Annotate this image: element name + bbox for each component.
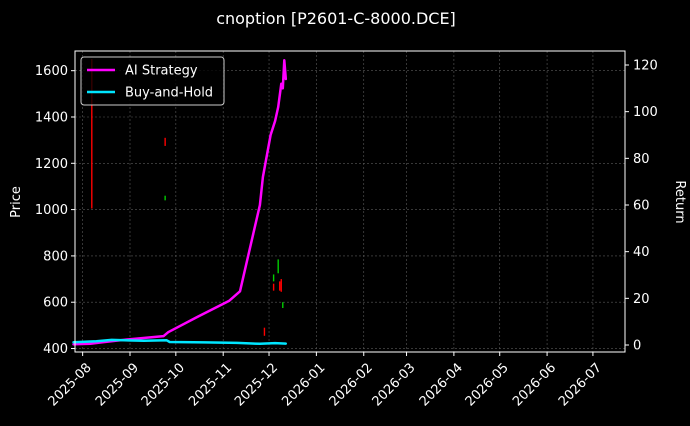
y-tick-label-left: 600 xyxy=(43,296,68,311)
series-line-buy-and-hold xyxy=(72,338,288,346)
legend-label: AI Strategy xyxy=(125,64,198,79)
y-tick-label-right: 120 xyxy=(633,59,658,74)
y-tick-label-left: 400 xyxy=(43,342,68,357)
y-tick-label-right: 80 xyxy=(633,152,650,167)
y-tick-label-left: 1400 xyxy=(35,110,68,125)
y-tick-label-left: 800 xyxy=(43,249,68,264)
series-group xyxy=(72,59,288,346)
plot-frame xyxy=(74,50,626,353)
legend-box xyxy=(80,56,225,106)
y-tick-label-left: 1200 xyxy=(35,157,68,172)
y-axis-label-left: Price xyxy=(9,186,24,218)
legend-label: Buy-and-Hold xyxy=(125,86,213,101)
y-tick-label-right: 0 xyxy=(633,339,641,354)
y-tick-label-right: 60 xyxy=(633,199,650,214)
y-tick-label-right: 100 xyxy=(633,105,658,120)
y-axis-label-right: Return xyxy=(672,180,687,223)
chart-title: cnoption [P2601-C-8000.DCE] xyxy=(216,9,456,28)
y-ticks-left: 400 600 800 1000 1200 1400 1600 xyxy=(35,64,75,357)
y-tick-label-right: 40 xyxy=(633,245,650,260)
y-tick-label-left: 1600 xyxy=(35,64,68,79)
plot-border xyxy=(74,50,626,353)
y-ticks-right: 0 20 40 60 80 100 120 xyxy=(625,59,658,354)
legend: AI Strategy Buy-and-Hold xyxy=(80,56,225,106)
y-tick-label-left: 1000 xyxy=(35,203,68,218)
y-tick-label-right: 20 xyxy=(633,292,650,307)
